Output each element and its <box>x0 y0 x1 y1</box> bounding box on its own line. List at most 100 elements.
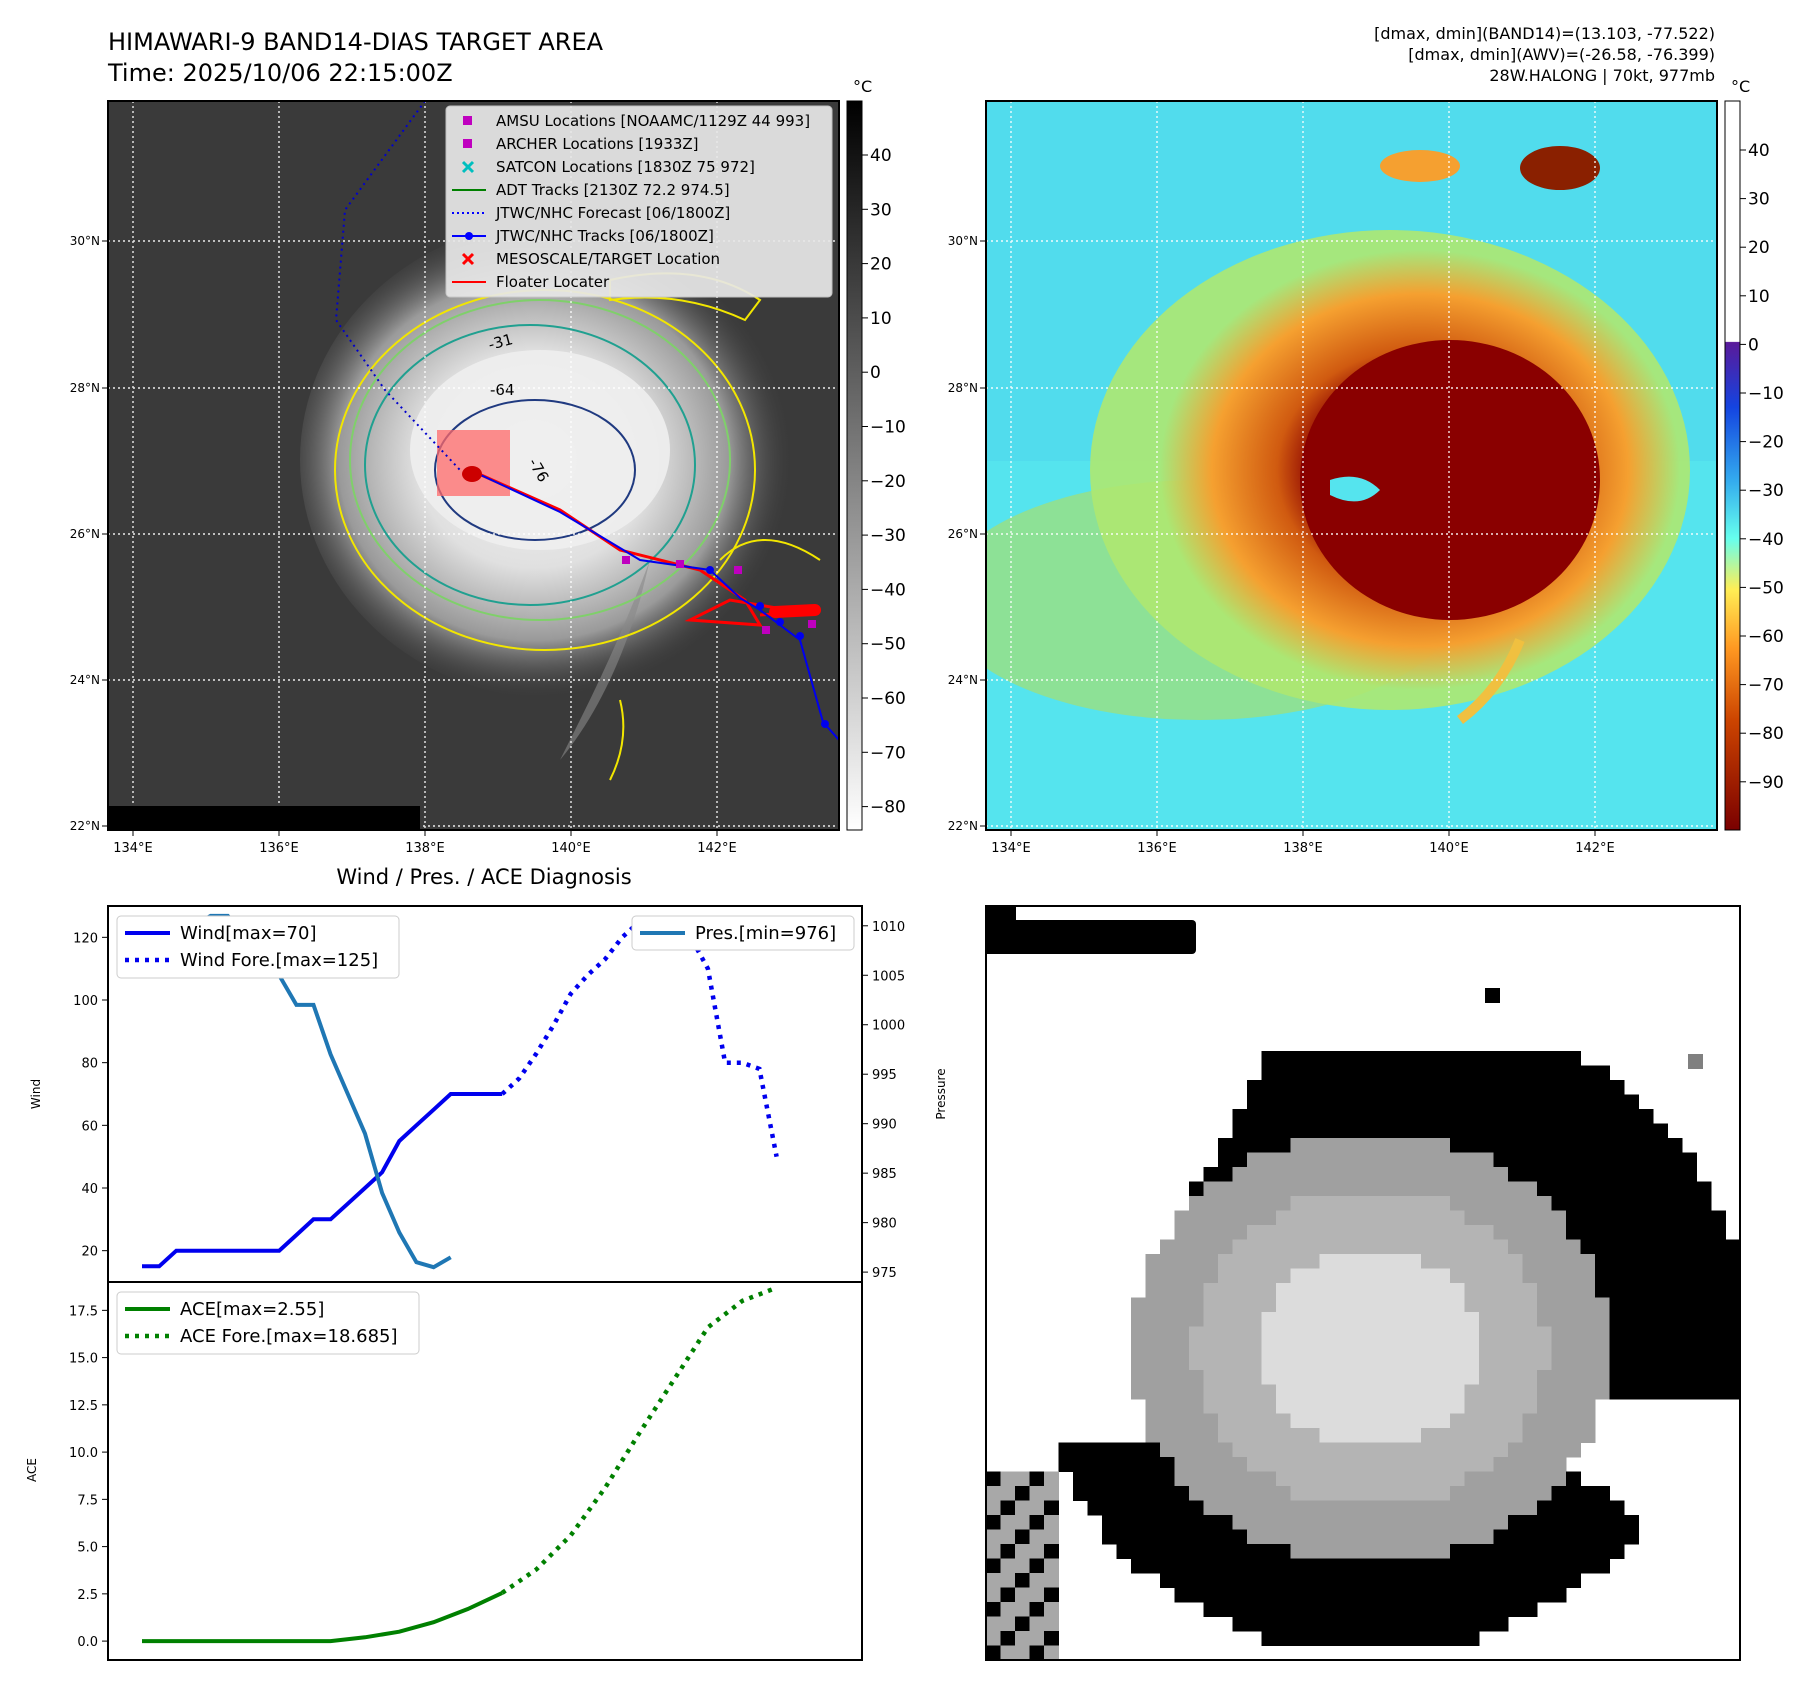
map-lat-tick: 30°N <box>70 234 100 248</box>
awv-colorbar-tick: −70 <box>1748 676 1784 696</box>
copyright-text: Copyright © 2020-2025 Dapiya <box>113 809 392 828</box>
stats-line-3: 28W.HALONG | 70kt, 977mb <box>1489 66 1715 85</box>
awv-colorbar-tick: −30 <box>1748 481 1784 501</box>
series-line <box>500 1285 778 1595</box>
map-lat-tick: 22°N <box>948 819 978 833</box>
map-legend-label: JTWC/NHC Tracks [06/1800Z] <box>495 227 714 245</box>
y-right-tick-label: 980 <box>872 1217 897 1232</box>
wind-legend-label: Wind[max=70] <box>180 923 317 944</box>
y-tick-label: 2.5 <box>77 1588 98 1603</box>
map-lon-tick: 134°E <box>113 841 153 856</box>
map-legend-label: SATCON Locations [1830Z 75 972] <box>496 158 755 176</box>
ace-chart: ACE 0.0 2.5 5.0 7.5 10.0 12.5 15.0 17.5 ACE[max=… <box>25 1281 863 1661</box>
awv-colorbar-tick: −20 <box>1748 433 1784 453</box>
time-title: Time: 2025/10/06 22:15:00Z <box>107 59 453 87</box>
awv-colorbar-tick: 20 <box>1748 238 1770 258</box>
ace-legend <box>116 1291 420 1355</box>
y-tick-label: 17.5 <box>69 1304 98 1319</box>
map-lon-tick: 138°E <box>1283 841 1323 856</box>
gray-colorbar-tick: −20 <box>870 472 906 492</box>
map-lat-tick: 24°N <box>948 673 978 687</box>
ace-legend-label: ACE Fore.[max=18.685] <box>180 1326 398 1347</box>
awv-colorbar-tick: 0 <box>1748 335 1759 355</box>
y-right-tick-label: 990 <box>872 1118 897 1133</box>
pressure-legend <box>631 915 855 951</box>
legend-marker-square <box>463 116 472 125</box>
awv-colorbar-tick: −40 <box>1748 530 1784 550</box>
awv-colorbar-tick: 10 <box>1748 287 1770 307</box>
map-lat-tick: 26°N <box>948 527 978 541</box>
y-tick-label: 0.0 <box>77 1635 98 1650</box>
awv-colorbar-tick: −10 <box>1748 384 1784 404</box>
y-right-tick-label: 975 <box>872 1266 897 1281</box>
y-tick-label: 15.0 <box>69 1352 98 1367</box>
y-tick-label: 10.0 <box>69 1446 98 1461</box>
ir-map-panel: -31 -64 -76 <box>108 101 839 830</box>
y-tick-label: 120 <box>73 931 98 946</box>
map-lat-tick: 26°N <box>70 527 100 541</box>
stats-line-1: [dmax, dmin](BAND14)=(13.103, -77.522) <box>1374 24 1715 43</box>
y-tick-label: 12.5 <box>69 1399 98 1414</box>
gray-colorbar-tick: 0 <box>870 363 881 383</box>
legend-marker-square <box>463 139 472 148</box>
y-right-tick-label: 995 <box>872 1068 897 1083</box>
contour-label-64: -64 <box>490 381 515 399</box>
y-right-tick-label: 1010 <box>872 920 905 935</box>
wind-pressure-chart: Wind Pressure 20 40 60 80 100 120 975 980 985 990… <box>29 905 948 1283</box>
awv-colorbar-unit: °C <box>1731 77 1750 96</box>
gray-colorbar-tick: 30 <box>870 200 892 220</box>
map-lat-tick: 28°N <box>948 381 978 395</box>
gray-colorbar-tick: −80 <box>870 798 906 818</box>
gray-colorbar-unit: °C <box>853 77 872 96</box>
y-right-tick-label: 1000 <box>872 1019 905 1034</box>
awv-colorbar-tick: −50 <box>1748 578 1784 598</box>
legend-marker-x <box>461 160 475 174</box>
series-line <box>142 1591 504 1644</box>
gray-colorbar <box>846 100 863 831</box>
map-lon-tick: 136°E <box>1137 841 1177 856</box>
awv-colorbar-tick: 30 <box>1748 190 1770 210</box>
awv-colorbar <box>1724 100 1741 831</box>
ace-legend-label: ACE[max=2.55] <box>180 1299 324 1320</box>
wmg-count-label: WMG Count: 51 <box>1006 927 1172 949</box>
contour-label-31: -31 <box>486 330 514 354</box>
map-lon-tick: 142°E <box>697 841 737 856</box>
gray-colorbar-tick: −10 <box>870 418 906 438</box>
wind-legend-label: Wind Fore.[max=125] <box>180 950 378 971</box>
diagnosis-title: Wind / Pres. / ACE Diagnosis <box>336 865 631 889</box>
y-tick-label: 7.5 <box>77 1493 98 1508</box>
y-right-tick-label: 985 <box>872 1167 897 1182</box>
stats-line-2: [dmax, dmin](AWV)=(-26.58, -76.399) <box>1408 45 1715 64</box>
map-lon-tick: 140°E <box>551 841 591 856</box>
y-tick-label: 20 <box>81 1245 98 1260</box>
main-title: HIMAWARI-9 BAND14-DIAS TARGET AREA <box>108 28 604 56</box>
pressure-legend-label: Pres.[min=976] <box>695 923 836 944</box>
gray-colorbar-tick: 10 <box>870 309 892 329</box>
map-legend: AMSU Locations [NOAAMC/1129Z 44 993] ARCH… <box>445 105 833 298</box>
map-lon-tick: 136°E <box>259 841 299 856</box>
ace-ylabel: ACE <box>25 1458 39 1482</box>
awv-colorbar-tick: −90 <box>1748 773 1784 793</box>
series-line <box>142 1092 503 1269</box>
map-lat-tick: 22°N <box>70 819 100 833</box>
map-lon-tick: 140°E <box>1429 841 1469 856</box>
y-tick-label: 5.0 <box>77 1541 98 1556</box>
map-lat-tick: 28°N <box>70 381 100 395</box>
map-legend-label: Floater Locater <box>496 273 610 291</box>
gray-colorbar-tick: −50 <box>870 635 906 655</box>
mesoscale-target-box <box>437 430 510 496</box>
gray-colorbar-tick: −40 <box>870 580 906 600</box>
map-lon-tick: 138°E <box>405 841 445 856</box>
awv-colorbar-tick: −60 <box>1748 627 1784 647</box>
map-lat-tick: 30°N <box>948 234 978 248</box>
legend-marker-dot <box>465 232 473 240</box>
legend-marker-x <box>461 252 475 266</box>
map-legend-label: ADT Tracks [2130Z 72.2 974.5] <box>496 181 730 199</box>
wind-ylabel: Wind <box>29 1079 43 1109</box>
y-tick-label: 60 <box>81 1119 98 1134</box>
y-tick-label: 100 <box>73 994 98 1009</box>
gray-colorbar-tick: −70 <box>870 743 906 763</box>
y-tick-label: 40 <box>81 1182 98 1197</box>
gray-colorbar-tick: −30 <box>870 526 906 546</box>
wmg-panel: WMG Count: 51 <box>985 905 1741 1661</box>
